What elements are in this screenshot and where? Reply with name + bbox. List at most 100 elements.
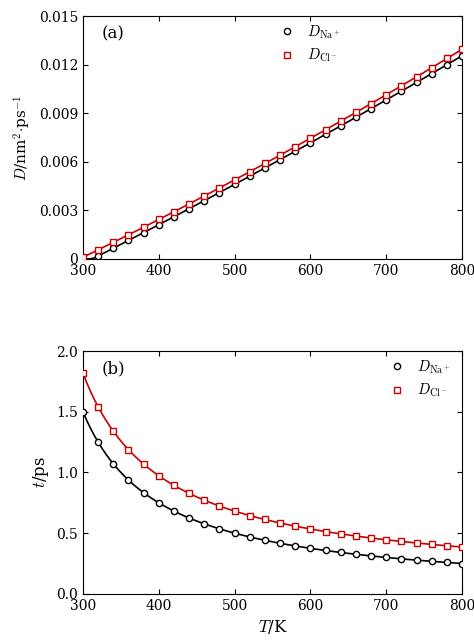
$D_{\mathrm{Cl}^-}$: [414, 73, 419, 81]
$D_{\mathrm{Cl}^-}$: [186, 200, 192, 208]
$D_{\mathrm{Na}^+}$: [292, 542, 298, 550]
$D_{\mathrm{Cl}^-}$: [156, 216, 162, 223]
$D_{\mathrm{Cl}^-}$: [201, 192, 207, 200]
Text: (b): (b): [102, 361, 126, 377]
$D_{\mathrm{Cl}^-}$: [262, 516, 268, 523]
$D_{\mathrm{Cl}^-}$: [323, 528, 328, 535]
$D_{\mathrm{Cl}^-}$: [186, 489, 192, 497]
$D_{\mathrm{Cl}^-}$: [399, 537, 404, 545]
$D_{\mathrm{Na}^+}$: [368, 552, 374, 560]
Line: $D_{\mathrm{Na}^+}$: $D_{\mathrm{Na}^+}$: [80, 409, 465, 567]
$D_{\mathrm{Cl}^-}$: [383, 91, 389, 99]
$D_{\mathrm{Na}^+}$: [247, 172, 253, 180]
$D_{\mathrm{Cl}^-}$: [126, 446, 131, 453]
$D_{\mathrm{Na}^+}$: [186, 205, 192, 213]
$D_{\mathrm{Cl}^-}$: [217, 502, 222, 510]
$D_{\mathrm{Na}^+}$: [429, 557, 435, 565]
$D_{\mathrm{Cl}^-}$: [156, 472, 162, 480]
$D_{\mathrm{Na}^+}$: [459, 560, 465, 568]
$D_{\mathrm{Cl}^-}$: [171, 482, 177, 489]
Text: (a): (a): [102, 26, 125, 43]
$D_{\mathrm{Cl}^-}$: [171, 208, 177, 216]
$D_{\mathrm{Cl}^-}$: [383, 536, 389, 544]
$D_{\mathrm{Cl}^-}$: [110, 238, 116, 246]
$D_{\mathrm{Na}^+}$: [110, 460, 116, 467]
$D_{\mathrm{Na}^+}$: [156, 499, 162, 507]
$D_{\mathrm{Cl}^-}$: [368, 534, 374, 542]
$D_{\mathrm{Cl}^-}$: [292, 143, 298, 151]
$D_{\mathrm{Na}^+}$: [368, 105, 374, 112]
$D_{\mathrm{Na}^+}$: [232, 180, 237, 188]
$D_{\mathrm{Na}^+}$: [353, 550, 359, 558]
$D_{\mathrm{Cl}^-}$: [368, 100, 374, 107]
$D_{\mathrm{Na}^+}$: [80, 408, 86, 415]
$D_{\mathrm{Cl}^-}$: [232, 176, 237, 184]
$D_{\mathrm{Cl}^-}$: [141, 223, 146, 231]
$D_{\mathrm{Na}^+}$: [201, 520, 207, 528]
$D_{\mathrm{Na}^+}$: [141, 229, 146, 236]
$D_{\mathrm{Cl}^-}$: [353, 532, 359, 540]
$D_{\mathrm{Na}^+}$: [308, 139, 313, 146]
$D_{\mathrm{Cl}^-}$: [444, 542, 450, 550]
$D_{\mathrm{Cl}^-}$: [80, 369, 86, 377]
$D_{\mathrm{Cl}^-}$: [338, 117, 344, 125]
$D_{\mathrm{Cl}^-}$: [338, 530, 344, 538]
Line: $D_{\mathrm{Cl}^-}$: $D_{\mathrm{Cl}^-}$: [80, 46, 465, 260]
$D_{\mathrm{Cl}^-}$: [414, 539, 419, 547]
$D_{\mathrm{Na}^+}$: [141, 489, 146, 496]
$D_{\mathrm{Na}^+}$: [262, 537, 268, 544]
Line: $D_{\mathrm{Cl}^-}$: $D_{\mathrm{Cl}^-}$: [80, 370, 465, 550]
$D_{\mathrm{Na}^+}$: [95, 438, 101, 446]
$D_{\mathrm{Na}^+}$: [217, 189, 222, 196]
$D_{\mathrm{Cl}^-}$: [262, 160, 268, 168]
$D_{\mathrm{Na}^+}$: [156, 221, 162, 229]
$D_{\mathrm{Cl}^-}$: [110, 428, 116, 435]
$D_{\mathrm{Na}^+}$: [414, 78, 419, 86]
$D_{\mathrm{Na}^+}$: [429, 70, 435, 78]
$D_{\mathrm{Na}^+}$: [171, 213, 177, 221]
$D_{\mathrm{Cl}^-}$: [459, 46, 465, 53]
$D_{\mathrm{Na}^+}$: [186, 514, 192, 522]
$D_{\mathrm{Na}^+}$: [95, 252, 101, 260]
$D_{\mathrm{Na}^+}$: [277, 156, 283, 164]
Legend: $D_{\mathrm{Na}^+}$, $D_{\mathrm{Cl}^-}$: $D_{\mathrm{Na}^+}$, $D_{\mathrm{Cl}^-}$: [272, 23, 341, 64]
$D_{\mathrm{Na}^+}$: [171, 507, 177, 515]
$D_{\mathrm{Na}^+}$: [262, 164, 268, 172]
$D_{\mathrm{Cl}^-}$: [308, 134, 313, 142]
$D_{\mathrm{Cl}^-}$: [429, 541, 435, 548]
$D_{\mathrm{Na}^+}$: [292, 148, 298, 155]
$D_{\mathrm{Cl}^-}$: [444, 55, 450, 62]
$D_{\mathrm{Na}^+}$: [217, 525, 222, 533]
$D_{\mathrm{Na}^+}$: [444, 61, 450, 69]
$D_{\mathrm{Cl}^-}$: [232, 507, 237, 515]
$D_{\mathrm{Na}^+}$: [399, 87, 404, 95]
$D_{\mathrm{Cl}^-}$: [292, 523, 298, 530]
$D_{\mathrm{Cl}^-}$: [126, 231, 131, 239]
$D_{\mathrm{Na}^+}$: [80, 255, 86, 263]
$D_{\mathrm{Cl}^-}$: [95, 403, 101, 411]
$D_{\mathrm{Na}^+}$: [459, 52, 465, 60]
$D_{\mathrm{Cl}^-}$: [459, 543, 465, 551]
Y-axis label: $D$/nm$^2$$\cdot$ps$^{-1}$: $D$/nm$^2$$\cdot$ps$^{-1}$: [12, 94, 33, 180]
$D_{\mathrm{Na}^+}$: [399, 555, 404, 562]
Line: $D_{\mathrm{Na}^+}$: $D_{\mathrm{Na}^+}$: [80, 53, 465, 262]
$D_{\mathrm{Na}^+}$: [383, 553, 389, 561]
$D_{\mathrm{Cl}^-}$: [429, 64, 435, 71]
$D_{\mathrm{Cl}^-}$: [323, 126, 328, 134]
$D_{\mathrm{Na}^+}$: [323, 130, 328, 138]
$D_{\mathrm{Na}^+}$: [444, 559, 450, 566]
$D_{\mathrm{Cl}^-}$: [247, 512, 253, 519]
$D_{\mathrm{Na}^+}$: [110, 245, 116, 252]
$D_{\mathrm{Cl}^-}$: [95, 246, 101, 254]
$D_{\mathrm{Na}^+}$: [338, 122, 344, 130]
$D_{\mathrm{Cl}^-}$: [217, 184, 222, 192]
$D_{\mathrm{Na}^+}$: [126, 237, 131, 245]
$D_{\mathrm{Cl}^-}$: [247, 168, 253, 175]
X-axis label: $T$/K: $T$/K: [257, 618, 288, 636]
Y-axis label: $t$/ps: $t$/ps: [31, 456, 51, 489]
$D_{\mathrm{Cl}^-}$: [353, 108, 359, 116]
$D_{\mathrm{Cl}^-}$: [277, 519, 283, 527]
$D_{\mathrm{Na}^+}$: [277, 539, 283, 547]
$D_{\mathrm{Cl}^-}$: [80, 254, 86, 261]
$D_{\mathrm{Na}^+}$: [308, 544, 313, 552]
